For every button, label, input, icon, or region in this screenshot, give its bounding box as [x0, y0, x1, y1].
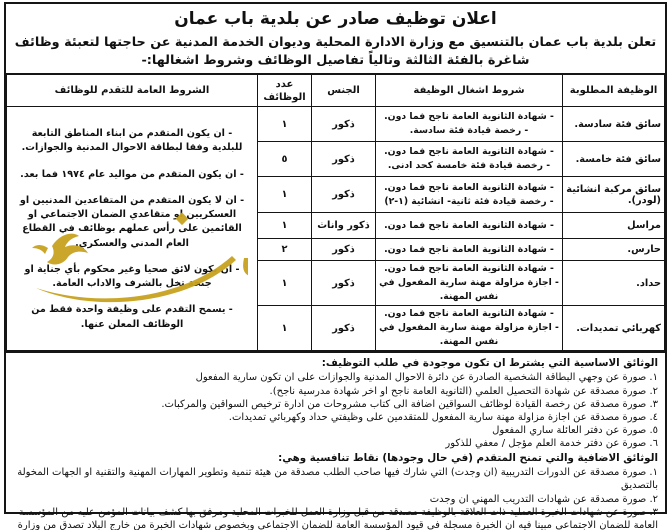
condition-line: - اجازة مزاولة مهنة سارية المفعول في نفس… — [379, 277, 559, 303]
column-header-position: الوظيفة المطلوبة — [562, 73, 665, 108]
job-gender-cell: ذكور — [311, 305, 376, 351]
condition-line: - شهادة الثانوية العامة ناجح فما دون. — [384, 308, 554, 320]
job-gender-cell: ذكور — [311, 106, 376, 143]
document-header: اعلان توظيف صادر عن بلدية باب عمان تعلن … — [6, 4, 665, 73]
job-count-cell: ١ — [257, 260, 312, 307]
job-count-cell: ٥ — [257, 141, 312, 178]
documents-section: الوثائق الاساسية التي يشترط ان تكون موجو… — [6, 350, 665, 530]
jobs-table-header: الوظيفة المطلوبة شروط اشغال الوظيفة الجن… — [6, 73, 665, 108]
job-title-cell: سائق فئة سادسة. — [562, 106, 665, 143]
table-row: سائق فئة سادسة. - شهادة الثانوية العامة … — [6, 106, 665, 351]
condition-line: - شهادة الثانوية العامة ناجح فما دون. — [384, 263, 554, 275]
condition-line: - شهادة الثانوية العامة ناجح فما دون. — [384, 243, 554, 255]
condition-line: - رخصة قيادة فئة ثانية- انشائية (١-٢) — [384, 195, 554, 207]
general-condition-item: - ان يكون لائق صحيا وغير محكوم بأي جناية… — [24, 263, 240, 290]
column-header-conditions: شروط اشغال الوظيفة — [375, 73, 563, 108]
general-condition-item: - ان لا يكون المتقدم من المتقاعدين المدن… — [19, 194, 245, 249]
condition-line: - اجازة مزاولة مهنة سارية المفعول في نفس… — [379, 322, 559, 347]
additional-document-item: ٢. صورة مصدقة عن شهادات التدريب المهني ا… — [429, 493, 658, 505]
document-border-frame: اعلان توظيف صادر عن بلدية باب عمان تعلن … — [4, 2, 667, 530]
basic-document-item: ١. صورة عن وجهي البطاقة الشخصية الصادرة … — [195, 372, 658, 384]
job-title-cell: كهربائي تمديدات. — [562, 305, 665, 351]
job-conditions-cell: - شهادة الثانوية العامة ناجح فما دون. - … — [375, 260, 563, 307]
additional-document-item: ٣. صورة عن شهادات الخبرة العملية ذات الع… — [17, 506, 658, 530]
additional-document-item: ١. صورة مصدقة عن الدورات التدريبية (ان و… — [17, 467, 658, 492]
job-count-cell: ٢ — [257, 238, 312, 262]
table-row: مراسل - شهادة الثانوية العامة ناجح فما د… — [7, 212, 665, 240]
job-gender-cell: ذكور — [311, 260, 376, 307]
job-gender-cell: ذكور واناث — [311, 212, 376, 240]
table-row: كهربائي تمديدات. - شهادة الثانوية العامة… — [7, 305, 665, 351]
basic-document-item: ٦. صورة عن دفتر خدمة العلم مؤجل / معفي ل… — [445, 438, 658, 450]
general-conditions-cell: - ان يكون المتقدم من ابناء المناطق التاب… — [6, 106, 258, 351]
job-count-cell: ١ — [257, 106, 312, 143]
basic-document-item: ٤. صورة مصدقة عن اجازة مزاولة مهنة سارية… — [228, 412, 658, 424]
intro-paragraph: تعلن بلدية باب عمان بالتنسيق مع وزارة ال… — [14, 35, 657, 68]
jobs-table: الوظيفة المطلوبة شروط اشغال الوظيفة الجن… — [6, 72, 665, 351]
basic-document-item: ٣. صورة مصدقة عن رخصة القيادة لوظائف الس… — [161, 398, 658, 410]
table-row: سائق مركبة انشائية (لودر). - شهادة الثان… — [7, 176, 665, 214]
job-gender-cell: ذكور — [311, 176, 376, 214]
job-conditions-cell: - شهادة الثانوية العامة ناجح فما دون. - … — [375, 176, 563, 214]
job-conditions-cell: - شهادة الثانوية العامة ناجح فما دون. - … — [375, 141, 563, 178]
job-title-cell: مراسل — [562, 212, 665, 240]
general-condition-item: - ان يكون المتقدم من ابناء المناطق التاب… — [21, 128, 243, 154]
general-condition-item: - ان يكون المتقدم من مواليد عام ١٩٧٤ فما… — [20, 168, 244, 180]
basic-documents-heading: الوثائق الاساسية التي يشترط ان تكون موجو… — [321, 356, 658, 369]
additional-documents-heading: الوثائق الاضافية والتي تمنح المتقدم (في … — [278, 451, 658, 464]
table-row: حداد. - شهادة الثانوية العامة ناجح فما د… — [7, 260, 665, 307]
condition-line: - شهادة الثانوية العامة ناجح فما دون. — [384, 111, 554, 123]
condition-line: - رخصة قيادة فئة سادسة. — [409, 125, 529, 137]
job-title-cell: حداد. — [562, 260, 665, 307]
basic-document-item: ٢. صورة مصدقة عن شهادة التحصيل العلمي (ا… — [269, 385, 658, 397]
column-header-count: عدد الوظائف — [257, 73, 312, 108]
job-title-cell: سائق مركبة انشائية (لودر). — [562, 176, 665, 214]
job-conditions-cell: - شهادة الثانوية العامة ناجح فما دون. — [375, 212, 563, 240]
page-title: اعلان توظيف صادر عن بلدية باب عمان — [174, 9, 497, 29]
table-row: سائق فئة خامسة. - شهادة الثانوية العامة … — [7, 141, 665, 178]
job-gender-cell: ذكور — [311, 141, 376, 178]
condition-line: - رخصة قيادة فئة خامسة كحد ادنى. — [387, 160, 551, 172]
job-title-cell: سائق فئة خامسة. — [562, 141, 665, 178]
job-count-cell: ١ — [257, 176, 312, 214]
condition-line: - شهادة الثانوية العامة ناجح فما دون. — [384, 146, 554, 158]
column-header-gender: الجنس — [311, 73, 376, 108]
basic-document-item: ٥. صورة عن دفتر العائلة ساري المفعول — [492, 425, 658, 437]
job-conditions-cell: - شهادة الثانوية العامة ناجح فما دون. - … — [375, 106, 563, 143]
job-conditions-cell: - شهادة الثانوية العامة ناجح فما دون. - … — [375, 305, 563, 351]
job-count-cell: ١ — [257, 305, 312, 351]
general-condition-item: - يسمح التقدم على وظيفة واحدة فقط من الو… — [31, 304, 233, 330]
job-title-cell: حارس. — [562, 238, 665, 262]
job-conditions-cell: - شهادة الثانوية العامة ناجح فما دون. — [375, 238, 563, 262]
condition-line: - شهادة الثانوية العامة ناجح فما دون. — [384, 219, 554, 231]
table-row: حارس. - شهادة الثانوية العامة ناجح فما د… — [7, 238, 665, 262]
column-header-general-conditions: الشروط العامة للتقدم للوظائف — [6, 73, 258, 108]
job-count-cell: ١ — [257, 212, 312, 240]
condition-line: - شهادة الثانوية العامة ناجح فما دون. — [384, 181, 554, 193]
job-gender-cell: ذكور — [311, 238, 376, 262]
